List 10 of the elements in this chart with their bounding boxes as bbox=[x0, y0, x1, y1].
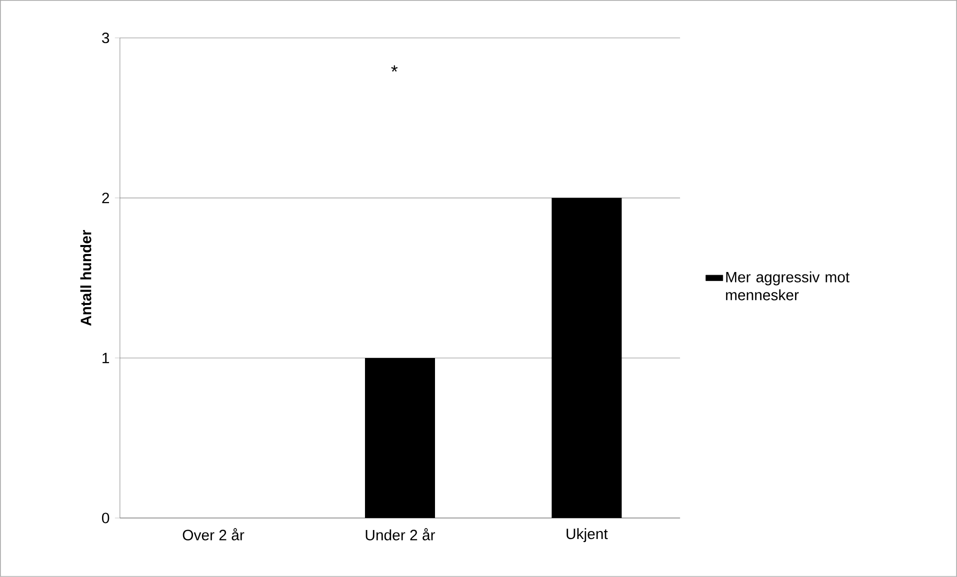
y-tick-label: 1 bbox=[102, 352, 110, 364]
y-axis-title: Antall hunder bbox=[80, 230, 92, 326]
x-tick-label: Ukjent bbox=[566, 528, 608, 542]
legend-label: Mer aggressiv mot mennesker bbox=[726, 271, 850, 300]
x-tick-label: Over 2 år bbox=[182, 528, 244, 540]
y-tick-label: 2 bbox=[102, 192, 109, 204]
annotation: * bbox=[391, 65, 398, 72]
x-tick-label: Under 2 år bbox=[366, 528, 436, 540]
y-tick-label: 0 bbox=[102, 512, 110, 524]
y-tick-label: 3 bbox=[102, 32, 110, 44]
